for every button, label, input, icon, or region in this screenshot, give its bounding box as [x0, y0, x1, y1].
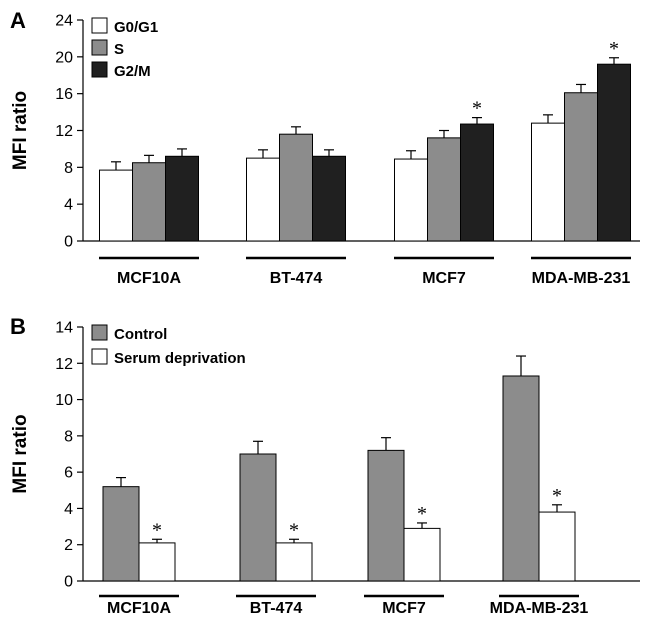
- panel-a-legend-label: G0/G1: [114, 19, 158, 36]
- panel-b-category-label: BT-474: [250, 600, 303, 617]
- panel-a-bar: [165, 155, 199, 242]
- panel-a-category-label: MDA-MB-231: [532, 270, 631, 287]
- panel-b-bar: [102, 486, 140, 582]
- panel-a-bar: [531, 122, 565, 242]
- panel-a-category-label: MCF10A: [117, 270, 181, 287]
- panel-b-bar: [367, 449, 405, 582]
- panel-b-category-label: MCF10A: [107, 600, 171, 617]
- panel-a-bar: [460, 123, 494, 242]
- panel-a-y-tick-label: 24: [55, 13, 73, 30]
- panel-a-chart: A MFI ratio 0 4 8 12 16 20 24 MCF10A BT-474 * MCF7 * M…: [10, 8, 640, 287]
- panel-b-bar: [138, 542, 176, 582]
- panel-a-bar: [132, 162, 166, 242]
- panel-b-y-tick-label: 4: [64, 501, 73, 518]
- panel-b-y-tick-label: 0: [64, 574, 73, 591]
- panel-a-category-label: MCF7: [422, 270, 466, 287]
- panel-a-letter: A: [10, 8, 26, 33]
- panel-b-significance-star: *: [552, 485, 562, 507]
- panel-b-y-tick-label: 10: [55, 392, 73, 409]
- panel-a-legend-label: G2/M: [114, 63, 151, 80]
- panel-b-legend-label: Control: [114, 326, 167, 343]
- panel-a-bar: [99, 169, 133, 242]
- panel-a-y-tick-label: 4: [64, 197, 73, 214]
- panel-b-bar: [538, 511, 576, 582]
- panel-b-y-tick-label: 14: [55, 320, 73, 337]
- panel-a-bar: [394, 158, 428, 242]
- panel-b-y-tick-label: 2: [64, 537, 73, 554]
- panel-a-bar: [597, 63, 631, 242]
- panel-a-y-tick-label: 16: [55, 86, 73, 103]
- panel-a-bar: [564, 92, 598, 242]
- panel-a-y-tick-label: 8: [64, 160, 73, 177]
- panel-b-legend-swatch: [91, 348, 108, 365]
- panel-a-category-label: BT-474: [270, 270, 323, 287]
- panel-b-bar: [403, 527, 441, 582]
- panel-b-legend-label: Serum deprivation: [114, 350, 246, 367]
- panel-b-y-tick-label: 12: [55, 356, 73, 373]
- panel-a-bar: [246, 157, 280, 242]
- panel-a-legend-swatch: [91, 17, 108, 34]
- panel-b-bar: [275, 542, 313, 582]
- panel-b-significance-star: *: [289, 519, 299, 541]
- panel-b-letter: B: [10, 314, 26, 339]
- panel-a-bar: [279, 133, 313, 242]
- panel-b-category-label: MCF7: [382, 600, 426, 617]
- panel-a-bar: [427, 137, 461, 242]
- panel-b-legend-swatch: [91, 324, 108, 341]
- panel-a-y-axis-label: MFI ratio: [10, 91, 31, 170]
- panel-a-bar: [312, 155, 346, 242]
- panel-b-y-tick-label: 6: [64, 465, 73, 482]
- panel-a-legend-swatch: [91, 61, 108, 78]
- panel-b-significance-star: *: [152, 519, 162, 541]
- panel-b-y-tick-label: 8: [64, 428, 73, 445]
- panel-a-significance-star: *: [609, 38, 619, 60]
- panel-a-y-tick-label: 12: [55, 123, 73, 140]
- panel-b-category-label: MDA-MB-231: [490, 600, 589, 617]
- panel-b-bar: [239, 453, 277, 582]
- panel-a-significance-star: *: [472, 98, 482, 120]
- panel-a-y-tick-label: 20: [55, 49, 73, 66]
- panel-b-significance-star: *: [417, 503, 427, 525]
- panel-b-y-axis-label: MFI ratio: [10, 414, 31, 493]
- panel-b-chart: B MFI ratio 0 2 4 6 8 10 12 14 * MCF10A * BT-474 * MCF7…: [10, 314, 640, 617]
- panel-b-bar: [502, 375, 540, 582]
- panel-a-legend-label: S: [114, 41, 124, 58]
- panel-a-legend-swatch: [91, 39, 108, 56]
- panel-a-y-tick-label: 0: [64, 234, 73, 251]
